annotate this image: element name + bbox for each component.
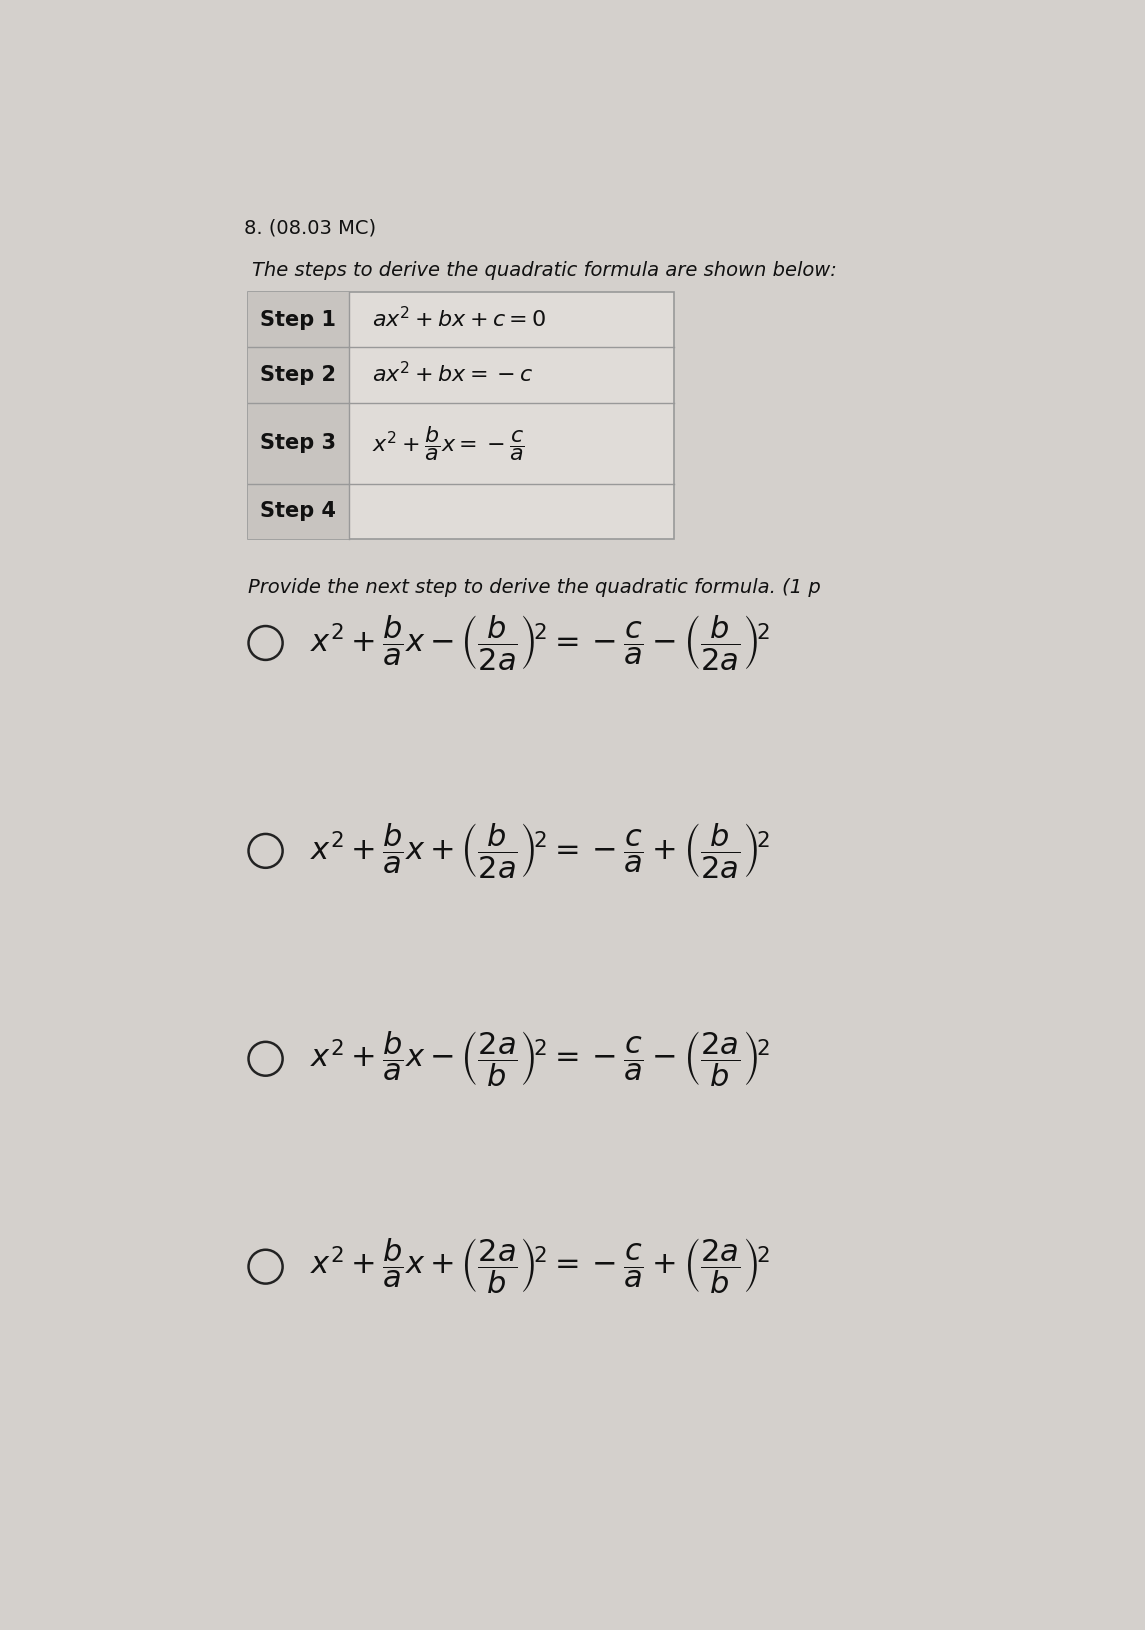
- Text: $ax^2 + bx + c = 0$: $ax^2 + bx + c = 0$: [372, 306, 546, 333]
- Text: The steps to derive the quadratic formula are shown below:: The steps to derive the quadratic formul…: [252, 261, 837, 280]
- FancyBboxPatch shape: [247, 484, 348, 540]
- Text: $x^2 + \dfrac{b}{a}x + \left(\dfrac{b}{2a}\right)^{\!2} = -\dfrac{c}{a} + \left(: $x^2 + \dfrac{b}{a}x + \left(\dfrac{b}{2…: [310, 822, 769, 880]
- Text: $ax^2 + bx = -c$: $ax^2 + bx = -c$: [372, 362, 534, 388]
- FancyBboxPatch shape: [247, 292, 348, 347]
- Text: Provide the next step to derive the quadratic formula. (1 p: Provide the next step to derive the quad…: [247, 577, 821, 597]
- Text: $x^2 + \dfrac{b}{a}x - \left(\dfrac{b}{2a}\right)^{\!2} = -\dfrac{c}{a} - \left(: $x^2 + \dfrac{b}{a}x - \left(\dfrac{b}{2…: [310, 613, 769, 673]
- Text: 8. (08.03 MC): 8. (08.03 MC): [244, 218, 376, 238]
- Text: $x^2 + \dfrac{b}{a}x - \left(\dfrac{2a}{b}\right)^{\!2} = -\dfrac{c}{a} - \left(: $x^2 + \dfrac{b}{a}x - \left(\dfrac{2a}{…: [310, 1029, 769, 1089]
- Text: Step 2: Step 2: [260, 365, 337, 385]
- Text: Step 3: Step 3: [260, 434, 337, 453]
- Text: $x^2 + \dfrac{b}{a}x = -\dfrac{c}{a}$: $x^2 + \dfrac{b}{a}x = -\dfrac{c}{a}$: [372, 424, 524, 463]
- Text: Step 4: Step 4: [260, 502, 337, 522]
- FancyBboxPatch shape: [247, 403, 348, 484]
- Text: $x^2 + \dfrac{b}{a}x + \left(\dfrac{2a}{b}\right)^{\!2} = -\dfrac{c}{a} + \left(: $x^2 + \dfrac{b}{a}x + \left(\dfrac{2a}{…: [310, 1237, 769, 1296]
- Text: Step 1: Step 1: [260, 310, 337, 329]
- FancyBboxPatch shape: [247, 347, 348, 403]
- FancyBboxPatch shape: [247, 292, 674, 540]
